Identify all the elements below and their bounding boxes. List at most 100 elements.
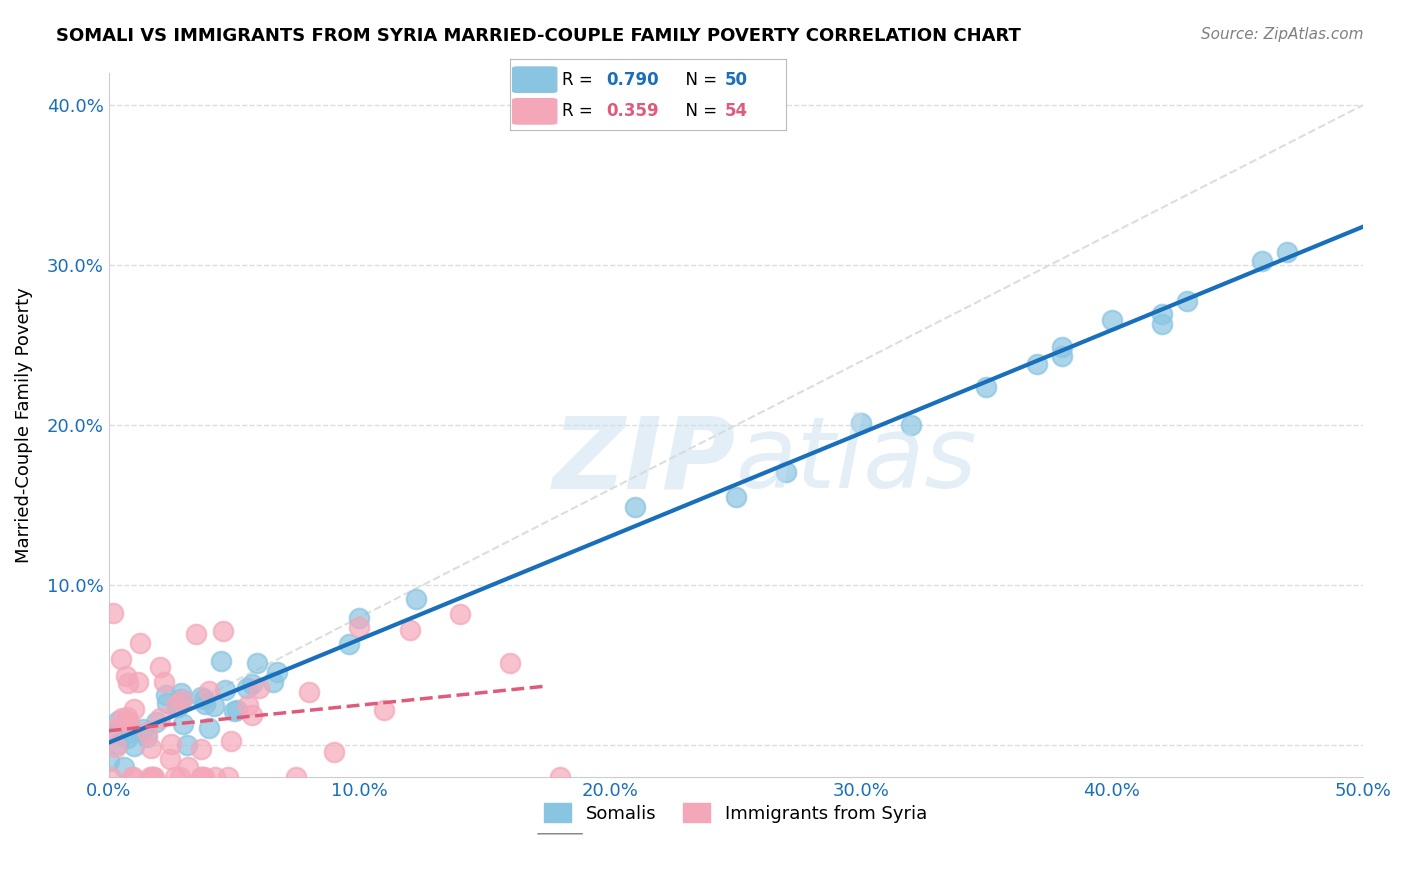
Point: [398, 623, 420, 637]
Point: [139, 771, 162, 785]
Point: [145, 714, 167, 729]
Text: atlas: atlas: [735, 412, 977, 509]
Point: [159, 752, 181, 766]
Point: [285, 771, 308, 785]
Point: [176, 738, 198, 752]
Point: [122, 739, 145, 754]
Point: [132, 722, 155, 736]
Point: [226, 703, 249, 717]
Point: [499, 656, 522, 670]
Point: [724, 490, 747, 504]
Y-axis label: Married-Couple Family Poverty: Married-Couple Family Poverty: [15, 287, 32, 563]
Point: [100, 771, 122, 785]
Point: [117, 715, 139, 730]
Point: [114, 669, 136, 683]
Point: [1050, 340, 1073, 354]
Point: [98, 754, 121, 768]
Point: [155, 688, 177, 702]
Point: [198, 684, 221, 698]
Point: [165, 698, 187, 712]
Point: [198, 722, 221, 736]
Point: [266, 665, 288, 679]
Point: [236, 681, 259, 695]
Point: [900, 418, 922, 433]
Point: [153, 674, 176, 689]
Point: [160, 738, 183, 752]
Point: [149, 711, 172, 725]
Point: [224, 704, 246, 718]
Point: [204, 771, 226, 785]
Point: [775, 466, 797, 480]
Point: [298, 685, 321, 699]
Point: [323, 745, 346, 759]
Point: [236, 698, 259, 712]
Point: [247, 681, 270, 696]
Point: [115, 710, 138, 724]
Point: [240, 707, 263, 722]
Point: [202, 699, 225, 714]
Point: [117, 676, 139, 690]
Point: [149, 660, 172, 674]
Point: [190, 771, 212, 785]
Point: [193, 691, 215, 706]
Point: [246, 656, 269, 670]
Point: [548, 771, 571, 785]
Point: [172, 693, 194, 707]
Point: [117, 714, 139, 729]
Point: [1175, 293, 1198, 308]
Point: [112, 760, 135, 774]
Point: [190, 690, 212, 705]
Point: [976, 380, 998, 394]
Point: [166, 699, 188, 714]
Point: [349, 619, 371, 633]
Point: [190, 742, 212, 756]
Legend: Somalis, Immigrants from Syria: Somalis, Immigrants from Syria: [536, 795, 936, 832]
Point: [212, 624, 235, 639]
Point: [129, 635, 152, 649]
Point: [141, 771, 163, 785]
Point: [209, 654, 232, 668]
Point: [172, 716, 194, 731]
Point: [1050, 349, 1073, 363]
Point: [163, 771, 186, 785]
Point: [107, 738, 129, 752]
Point: [191, 771, 214, 785]
Point: [115, 731, 138, 745]
Point: [214, 683, 236, 698]
Point: [1150, 317, 1173, 331]
Point: [142, 771, 165, 785]
Point: [121, 771, 143, 785]
Point: [122, 701, 145, 715]
Point: [101, 606, 124, 620]
Point: [139, 741, 162, 756]
Point: [217, 771, 239, 785]
Point: [624, 500, 647, 514]
Point: [194, 697, 217, 711]
Point: [170, 686, 193, 700]
Point: [121, 771, 143, 785]
Point: [184, 627, 207, 641]
Point: [240, 677, 263, 691]
Point: [337, 637, 360, 651]
Text: Source: ZipAtlas.com: Source: ZipAtlas.com: [1201, 27, 1364, 42]
Point: [1251, 253, 1274, 268]
Point: [1150, 307, 1173, 321]
Point: [262, 674, 284, 689]
Point: [1277, 244, 1299, 259]
Point: [169, 692, 191, 706]
Point: [100, 723, 122, 737]
Point: [1101, 313, 1123, 327]
Point: [107, 714, 129, 728]
Point: [405, 591, 427, 606]
Point: [177, 760, 200, 774]
Point: [156, 696, 179, 710]
Point: [136, 730, 159, 744]
Point: [111, 711, 134, 725]
Point: [100, 726, 122, 740]
Point: [169, 771, 191, 785]
Point: [349, 611, 371, 625]
Text: ZIP: ZIP: [553, 412, 735, 509]
Point: [449, 607, 471, 621]
Text: SOMALI VS IMMIGRANTS FROM SYRIA MARRIED-COUPLE FAMILY POVERTY CORRELATION CHART: SOMALI VS IMMIGRANTS FROM SYRIA MARRIED-…: [56, 27, 1021, 45]
Point: [219, 733, 242, 747]
